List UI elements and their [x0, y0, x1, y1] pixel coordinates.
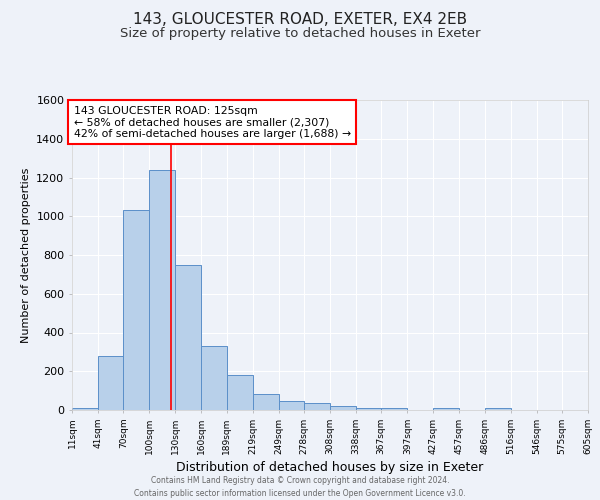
- Y-axis label: Number of detached properties: Number of detached properties: [20, 168, 31, 342]
- Bar: [175, 264, 202, 410]
- Bar: [72, 408, 98, 410]
- Text: 143 GLOUCESTER ROAD: 125sqm
← 58% of detached houses are smaller (2,307)
42% of : 143 GLOUCESTER ROAD: 125sqm ← 58% of det…: [74, 106, 351, 139]
- Bar: [304, 402, 330, 410]
- Bar: [279, 400, 304, 410]
- Bar: [381, 408, 407, 410]
- Bar: [330, 406, 356, 410]
- Bar: [123, 210, 149, 410]
- Bar: [253, 394, 279, 410]
- Bar: [485, 408, 511, 410]
- Bar: [433, 408, 460, 410]
- Text: Contains HM Land Registry data © Crown copyright and database right 2024.
Contai: Contains HM Land Registry data © Crown c…: [134, 476, 466, 498]
- Bar: [227, 375, 253, 410]
- X-axis label: Distribution of detached houses by size in Exeter: Distribution of detached houses by size …: [176, 461, 484, 474]
- Bar: [149, 170, 175, 410]
- Bar: [202, 346, 227, 410]
- Bar: [98, 356, 123, 410]
- Text: 143, GLOUCESTER ROAD, EXETER, EX4 2EB: 143, GLOUCESTER ROAD, EXETER, EX4 2EB: [133, 12, 467, 28]
- Bar: [356, 408, 381, 410]
- Text: Size of property relative to detached houses in Exeter: Size of property relative to detached ho…: [120, 28, 480, 40]
